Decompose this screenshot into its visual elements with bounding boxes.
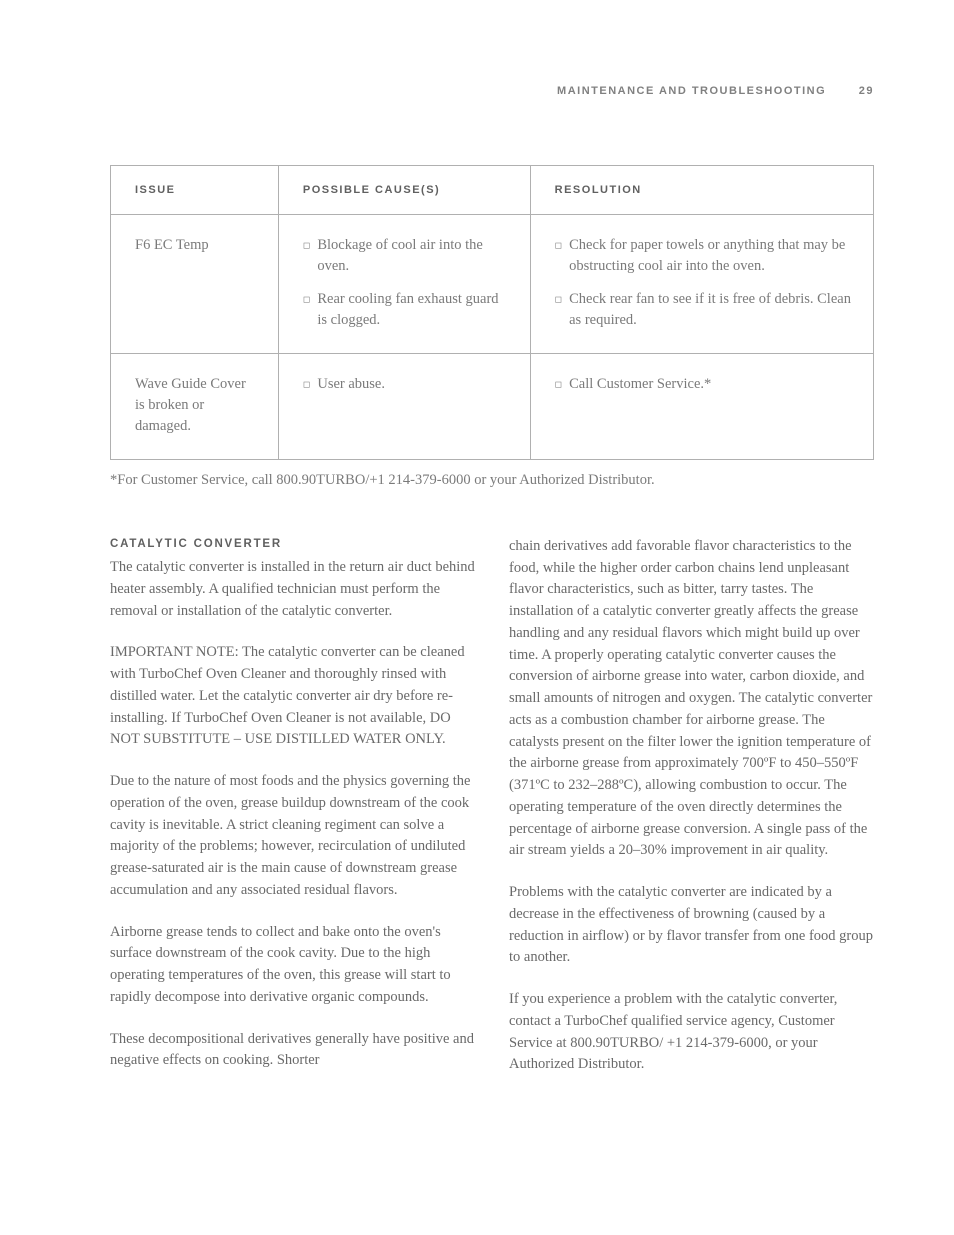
body-paragraph: Due to the nature of most foods and the … bbox=[110, 771, 475, 902]
cell-issue: Wave Guide Cover is broken or damaged. bbox=[111, 354, 279, 460]
cause-text: Blockage of cool air into the oven. bbox=[317, 235, 509, 277]
cause-item: ◻ User abuse. bbox=[303, 374, 510, 395]
body-paragraph: The catalytic converter is installed in … bbox=[110, 557, 475, 622]
body-paragraph: IMPORTANT NOTE: The catalytic converter … bbox=[110, 642, 475, 751]
cell-resolution: ◻ Check for paper towels or anything that… bbox=[530, 215, 873, 354]
cause-item: ◻ Blockage of cool air into the oven. bbox=[303, 235, 510, 277]
th-issue: ISSUE bbox=[111, 166, 279, 215]
cause-item: ◻ Rear cooling fan exhaust guard is clogg… bbox=[303, 289, 510, 331]
page-content: ISSUE POSSIBLE CAUSE(S) RESOLUTION F6 EC… bbox=[110, 165, 874, 1076]
header-title: MAINTENANCE AND TROUBLESHOOTING bbox=[557, 85, 826, 97]
resolution-item: ◻ Call Customer Service.* bbox=[555, 374, 853, 395]
table-body: F6 EC Temp ◻ Blockage of cool air into the… bbox=[111, 215, 874, 460]
cause-text: User abuse. bbox=[317, 374, 385, 395]
page-number: 29 bbox=[859, 85, 874, 97]
bullet-icon: ◻ bbox=[555, 293, 562, 306]
left-column: CATALYTIC CONVERTER The catalytic conver… bbox=[110, 536, 475, 1076]
bullet-icon: ◻ bbox=[555, 239, 562, 252]
body-paragraph: If you experience a problem with the cat… bbox=[509, 989, 874, 1076]
body-columns: CATALYTIC CONVERTER The catalytic conver… bbox=[110, 536, 874, 1076]
troubleshoot-table: ISSUE POSSIBLE CAUSE(S) RESOLUTION F6 EC… bbox=[110, 165, 874, 460]
left-paragraphs: The catalytic converter is installed in … bbox=[110, 557, 475, 1072]
bullet-icon: ◻ bbox=[303, 239, 310, 252]
resolution-text: Check for paper towels or anything that … bbox=[569, 235, 853, 277]
resolution-item: ◻ Check rear fan to see if it is free of … bbox=[555, 289, 853, 331]
cell-resolution: ◻ Call Customer Service.* bbox=[530, 354, 873, 460]
body-paragraph: These decompositional derivatives genera… bbox=[110, 1029, 475, 1073]
resolution-item: ◻ Check for paper towels or anything that… bbox=[555, 235, 853, 277]
body-paragraph: Problems with the catalytic converter ar… bbox=[509, 882, 874, 969]
resolution-text: Call Customer Service.* bbox=[569, 374, 711, 395]
right-paragraphs: chain derivatives add favorable flavor c… bbox=[509, 536, 874, 1076]
resolution-text: Check rear fan to see if it is free of d… bbox=[569, 289, 853, 331]
bullet-icon: ◻ bbox=[303, 378, 310, 391]
section-heading: CATALYTIC CONVERTER bbox=[110, 536, 475, 553]
bullet-icon: ◻ bbox=[303, 293, 310, 306]
bullet-icon: ◻ bbox=[555, 378, 562, 391]
cause-text: Rear cooling fan exhaust guard is clogge… bbox=[317, 289, 509, 331]
right-column: chain derivatives add favorable flavor c… bbox=[509, 536, 874, 1076]
th-resolution: RESOLUTION bbox=[530, 166, 873, 215]
body-paragraph: chain derivatives add favorable flavor c… bbox=[509, 536, 874, 862]
table-row: Wave Guide Cover is broken or damaged. ◻ U… bbox=[111, 354, 874, 460]
body-paragraph: Airborne grease tends to collect and bak… bbox=[110, 922, 475, 1009]
cell-cause: ◻ User abuse. bbox=[278, 354, 530, 460]
cell-cause: ◻ Blockage of cool air into the oven. ◻ Rea… bbox=[278, 215, 530, 354]
th-cause: POSSIBLE CAUSE(S) bbox=[278, 166, 530, 215]
page-header: MAINTENANCE AND TROUBLESHOOTING 29 bbox=[557, 85, 874, 97]
table-footnote: *For Customer Service, call 800.90TURBO/… bbox=[110, 470, 874, 492]
table-row: F6 EC Temp ◻ Blockage of cool air into the… bbox=[111, 215, 874, 354]
cell-issue: F6 EC Temp bbox=[111, 215, 279, 354]
